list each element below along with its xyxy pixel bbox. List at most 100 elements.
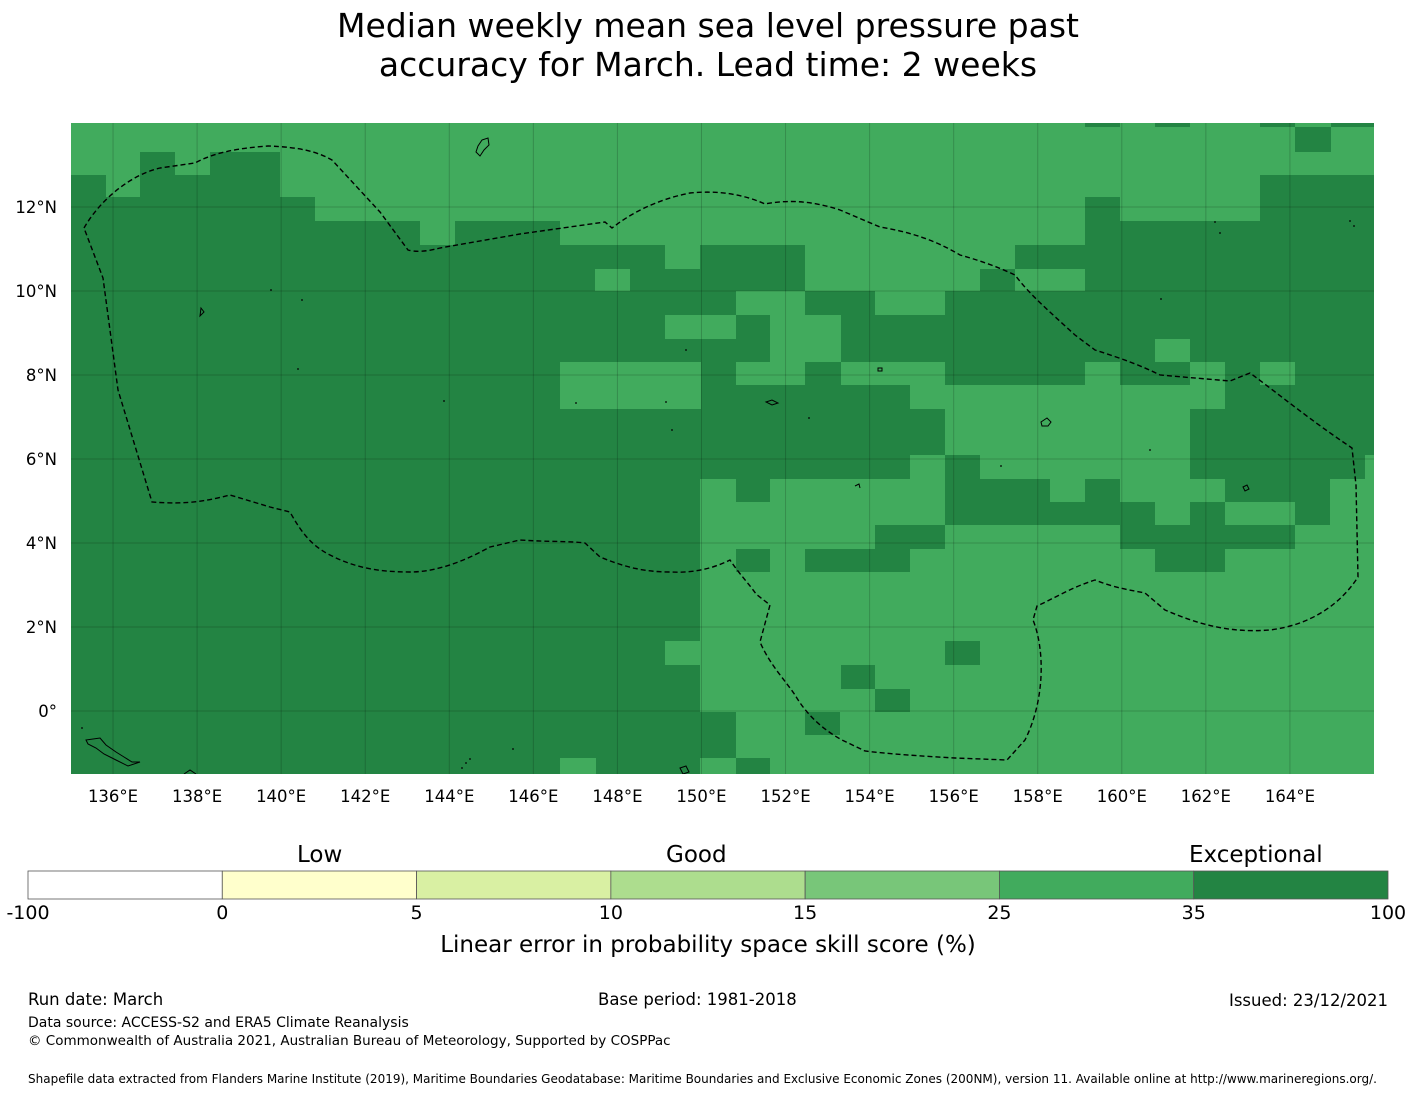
atoll	[1353, 225, 1355, 227]
island-small-1	[877, 367, 883, 372]
lon-tick-label: 152°E	[760, 787, 810, 806]
exceptional-cell	[1050, 502, 1120, 525]
lon-tick-label: 162°E	[1181, 787, 1231, 806]
exceptional-cell	[736, 549, 770, 572]
colorbar-bin	[416, 870, 612, 900]
island-kosrae	[1242, 484, 1250, 492]
lon-tick-label: 136°E	[88, 787, 138, 806]
atoll	[665, 401, 667, 403]
lon-tick-label: 146°E	[508, 787, 558, 806]
exceptional-region-east	[1190, 175, 1374, 525]
exceptional-cell	[1085, 479, 1120, 502]
eez-boundary-palau-fsm-west	[83, 145, 1359, 761]
lon-tick-label: 160°E	[1097, 787, 1147, 806]
good-cell	[560, 758, 596, 774]
atoll	[465, 762, 467, 764]
lat-tick-label: 8°N	[26, 366, 57, 385]
lat-tick-label: 12°N	[15, 198, 57, 217]
run-date: Run date: March	[28, 990, 164, 1009]
colorbar-bin	[804, 870, 1000, 900]
exceptional-cell	[1085, 221, 1120, 291]
good-cell	[665, 315, 736, 339]
atoll	[1149, 449, 1151, 451]
island-coast-se	[183, 769, 197, 774]
colorbar-bin	[999, 870, 1195, 900]
map-panel: 136°E 138°E 140°E 142°E 144°E 146°E 148°E 150°E…	[15, 123, 1374, 806]
island-pohnpei	[1040, 417, 1052, 427]
colorbar	[27, 870, 1389, 900]
data-source: Data source: ACCESS-S2 and ERA5 Climate …	[28, 1015, 409, 1031]
colorbar-tick-label: 25	[987, 902, 1012, 924]
exceptional-cell	[805, 549, 910, 572]
exceptional-region-west	[71, 152, 945, 774]
atoll	[461, 767, 463, 769]
exceptional-cell	[875, 689, 910, 712]
colorbar-tick-label: 35	[1181, 902, 1206, 924]
exceptional-cell	[1015, 245, 1085, 269]
exceptional-cell	[805, 712, 840, 735]
atoll	[685, 349, 687, 351]
atoll	[512, 748, 514, 750]
coastlines	[85, 137, 1250, 774]
good-cell	[1365, 455, 1374, 774]
atoll	[1160, 298, 1162, 300]
island-palau	[199, 306, 205, 318]
atoll	[443, 400, 445, 402]
exceptional-cell	[736, 758, 770, 774]
exceptional-cell	[1155, 525, 1225, 572]
exceptional-cell	[1260, 123, 1295, 127]
island-chuuk	[764, 399, 780, 406]
lat-tick-label: 2°N	[26, 618, 57, 637]
exceptional-cell	[1225, 339, 1260, 385]
island-guam	[475, 137, 490, 157]
longitude-axis: 136°E 138°E 140°E 142°E 144°E 146°E 148°E 150°E…	[88, 787, 1315, 806]
lon-tick-label: 150°E	[676, 787, 726, 806]
exceptional-cell	[980, 479, 1050, 525]
atoll	[1349, 220, 1351, 222]
colorbar-tick-label: 100	[1369, 902, 1407, 924]
atoll	[301, 299, 303, 301]
good-cell	[700, 502, 736, 549]
colorbar-tick-label: 10	[598, 902, 623, 924]
issued-date: Issued: 23/12/2021	[1228, 991, 1388, 1010]
exceptional-cell	[945, 641, 980, 665]
base-period: Base period: 1981-2018	[598, 990, 797, 1009]
lat-tick-label: 6°N	[26, 450, 57, 469]
colorbar-tick-label: -100	[6, 902, 50, 924]
colorbar-tick-label: 15	[793, 902, 818, 924]
title-line-2: accuracy for March. Lead time: 2 weeks	[378, 45, 1038, 84]
lon-tick-label: 138°E	[172, 787, 222, 806]
colorbar-tick-label: 0	[216, 902, 229, 924]
island-new-guinea-north	[85, 737, 141, 767]
atoll	[1219, 232, 1221, 234]
colorbar-title: Linear error in probability space skill …	[440, 932, 976, 958]
lat-tick-label: 0°	[38, 702, 57, 721]
lat-tick-label: 4°N	[26, 534, 57, 553]
island-manus	[679, 765, 690, 774]
colorbar-tick-label: 5	[410, 902, 423, 924]
exceptional-cell	[700, 712, 736, 758]
lon-tick-label: 148°E	[592, 787, 642, 806]
atoll	[469, 758, 471, 760]
lat-tick-label: 10°N	[15, 282, 57, 301]
lon-tick-label: 154°E	[845, 787, 895, 806]
exceptional-cell	[1120, 221, 1260, 245]
exceptional-cell	[1190, 502, 1225, 525]
colorbar-bin	[221, 870, 417, 900]
atoll	[575, 402, 577, 404]
exceptional-cell	[1295, 127, 1331, 152]
lon-tick-label: 140°E	[256, 787, 306, 806]
exceptional-cell	[841, 665, 875, 689]
exceptional-cell	[1155, 123, 1190, 127]
copyright: © Commonwealth of Australia 2021, Austra…	[28, 1033, 671, 1049]
category-exceptional: Exceptional	[1189, 842, 1323, 868]
shapefile-credit: Shapefile data extracted from Flanders M…	[28, 1072, 1377, 1086]
category-low: Low	[297, 842, 343, 868]
island-small-2	[854, 483, 861, 489]
exceptional-cell	[1120, 502, 1155, 549]
lon-tick-label: 142°E	[340, 787, 390, 806]
colorbar-bin	[27, 870, 223, 900]
exceptional-cell	[945, 455, 980, 525]
atoll	[81, 727, 83, 729]
exceptional-cell	[1331, 123, 1374, 127]
